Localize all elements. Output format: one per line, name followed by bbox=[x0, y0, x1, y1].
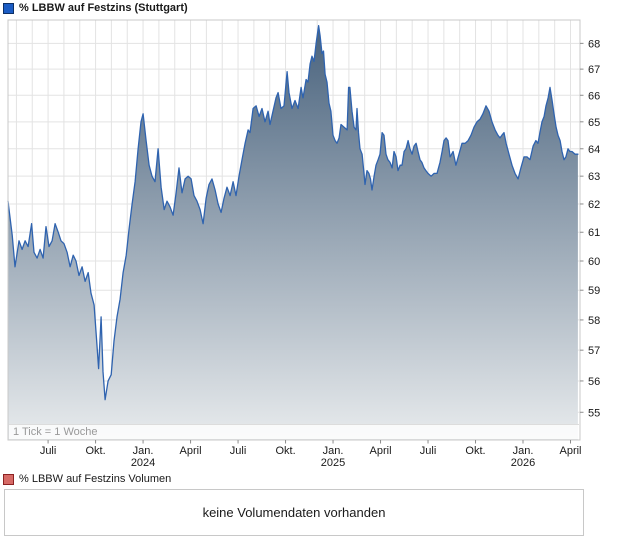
x-axis-label: Jan. bbox=[513, 445, 534, 457]
y-axis-label: 65 bbox=[588, 117, 600, 129]
volume-legend: % LBBW auf Festzins Volumen bbox=[3, 473, 171, 485]
y-axis-label: 63 bbox=[588, 171, 600, 183]
x-axis-year-label: 2025 bbox=[321, 457, 345, 468]
price-line bbox=[7, 24, 579, 401]
x-axis-label: April bbox=[559, 445, 581, 457]
no-volume-data-message: keine Volumendaten vorhanden bbox=[202, 505, 386, 520]
y-axis-label: 67 bbox=[588, 64, 600, 76]
tick-interval-note-label: 1 Tick = 1 Woche bbox=[13, 426, 98, 438]
x-axis-label: Okt. bbox=[465, 445, 485, 457]
x-axis-label: Okt. bbox=[85, 445, 105, 457]
x-axis-label: Juli bbox=[230, 445, 247, 457]
y-axis-label: 62 bbox=[588, 199, 600, 211]
price-chart: 55 56 57 58 59 60 61 62 63 64 65 66 67 68 Juli Okt. Jan.… bbox=[7, 19, 600, 468]
x-axis-label: Jan. bbox=[133, 445, 154, 457]
y-axis-label: 57 bbox=[588, 345, 600, 357]
x-axis-label: Okt. bbox=[275, 445, 295, 457]
price-area bbox=[8, 25, 578, 440]
x-axis-label: Juli bbox=[40, 445, 57, 457]
plot-border bbox=[7, 19, 581, 441]
volume-legend-label: % LBBW auf Festzins Volumen bbox=[19, 473, 172, 485]
tick-interval-note: 1 Tick = 1 Woche bbox=[9, 424, 579, 439]
y-axis-label: 64 bbox=[588, 144, 600, 156]
x-axis-label: Juli bbox=[420, 445, 437, 457]
price-legend-label: % LBBW auf Festzins (Stuttgart) bbox=[19, 2, 188, 14]
y-axis-label: 56 bbox=[588, 376, 600, 388]
x-axis-label: Jan. bbox=[323, 445, 344, 457]
x-axis-year-label: 2026 bbox=[511, 457, 535, 468]
y-axis-label: 68 bbox=[588, 38, 600, 50]
y-axis-label: 55 bbox=[588, 407, 600, 419]
x-axis-year-label: 2024 bbox=[131, 457, 155, 468]
price-legend: % LBBW auf Festzins (Stuttgart) bbox=[3, 2, 188, 14]
price-series-swatch-icon bbox=[3, 2, 14, 14]
y-axis-label: 59 bbox=[588, 285, 600, 297]
x-axis-label: April bbox=[180, 445, 202, 457]
volume-panel: keine Volumendaten vorhanden bbox=[4, 489, 584, 536]
y-axis-label: 60 bbox=[588, 256, 600, 268]
volume-series-swatch-icon bbox=[3, 473, 14, 485]
y-axis-label: 66 bbox=[588, 90, 600, 102]
x-axis-label: April bbox=[370, 445, 392, 457]
y-axis-label: 61 bbox=[588, 227, 600, 239]
y-axis-label: 58 bbox=[588, 315, 600, 327]
